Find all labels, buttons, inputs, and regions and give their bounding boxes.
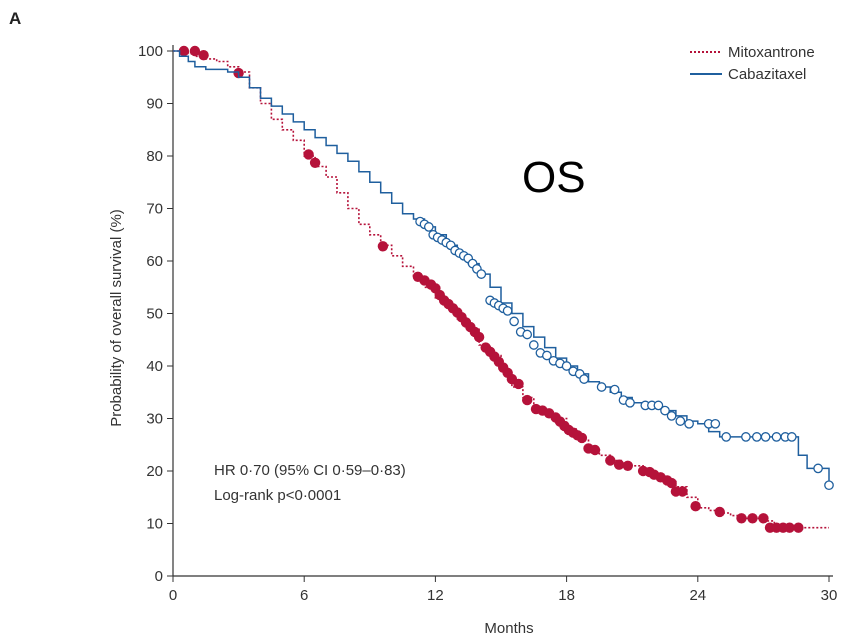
censor-mark-cabazitaxel [579,374,589,384]
legend-label-cabazitaxel: Cabazitaxel [728,66,806,83]
censor-mark-cabazitaxel [666,411,677,421]
censor-mark-mitoxantrone [178,45,190,57]
y-tick-label: 60 [146,253,163,270]
censor-mark-cabazitaxel [542,350,552,361]
censor-mark-mitoxantrone [622,460,633,471]
axes: 0 10 20 30 40 50 60 70 80 90 100 0 6 12 18 24 30 [138,43,837,604]
hazard-ratio-text: HR 0·70 (95% CI 0·59–0·83) [214,462,406,479]
censor-mark-cabazitaxel [625,397,635,408]
y-tick-label: 30 [146,411,163,428]
censor-mark-mitoxantrone [198,50,209,61]
censor-mark-cabazitaxel [824,480,834,491]
censor-mark-cabazitaxel [751,432,762,442]
statistics-annotation: HR 0·70 (95% CI 0·59–0·83) Log-rank p<0·… [214,462,406,504]
censor-mark-mitoxantrone [784,522,795,533]
series-layer [173,45,834,533]
censor-mark-mitoxantrone [677,486,688,497]
censor-mark-cabazitaxel [760,432,771,442]
censor-mark-cabazitaxel [528,340,539,350]
censor-mark-mitoxantrone [522,394,533,406]
y-tick-label: 90 [146,96,163,113]
os-annotation: OS [522,153,586,202]
log-rank-text: Log-rank p<0·0001 [214,487,341,504]
censor-mark-mitoxantrone [189,45,201,57]
censor-mark-mitoxantrone [589,444,601,456]
censor-mark-mitoxantrone [793,522,804,533]
y-tick-label: 80 [146,148,163,165]
censor-mark-cabazitaxel [653,400,664,411]
censor-mark-mitoxantrone [309,157,321,168]
censor-mark-mitoxantrone [758,513,769,524]
series-line-cabazitaxel [173,50,830,486]
censor-mark-mitoxantrone [747,513,758,524]
censor-mark-mitoxantrone [303,149,314,160]
censor-mark-cabazitaxel [813,463,823,474]
censor-mark-cabazitaxel [423,222,434,232]
y-tick-label: 70 [146,201,163,218]
censor-mark-cabazitaxel [771,432,782,442]
censor-mark-cabazitaxel [609,384,620,395]
censor-mark-cabazitaxel [684,418,694,429]
censor-mark-cabazitaxel [741,432,751,442]
censor-mark-mitoxantrone [613,459,625,470]
y-tick-label: 10 [146,516,163,533]
y-tick-label: 50 [146,306,163,323]
x-tick-label: 24 [689,587,706,604]
censor-mark-mitoxantrone [576,432,588,444]
series-line-mitoxantrone [173,50,829,529]
x-tick-label: 6 [300,587,308,604]
x-axis-title: Months [484,620,533,637]
legend: Mitoxantrone Cabazitaxel [690,44,815,83]
y-tick-label: 100 [138,43,163,60]
censor-mark-mitoxantrone [377,241,389,252]
censor-mark-cabazitaxel [502,306,513,316]
y-tick-label: 20 [146,463,163,480]
censor-mark-cabazitaxel [675,416,686,426]
x-tick-label: 12 [427,587,444,604]
y-tick-label: 40 [146,358,163,375]
x-tick-label: 0 [169,587,177,604]
censor-mark-cabazitaxel [596,382,607,392]
censor-mark-cabazitaxel [476,269,487,279]
censor-mark-mitoxantrone [714,506,725,518]
censor-mark-cabazitaxel [522,329,533,340]
censor-mark-mitoxantrone [666,477,677,489]
censor-mark-cabazitaxel [561,361,572,371]
censor-mark-cabazitaxel [710,418,721,429]
censor-mark-mitoxantrone [473,331,485,343]
censor-mark-mitoxantrone [605,455,616,466]
legend-label-mitoxantrone: Mitoxantrone [728,44,815,61]
censor-mark-cabazitaxel [786,432,797,442]
censor-mark-mitoxantrone [736,513,747,524]
censor-mark-mitoxantrone [513,378,524,390]
censor-mark-cabazitaxel [660,405,670,416]
x-tick-label: 30 [821,587,838,604]
y-tick-label: 0 [155,568,163,585]
y-axis-title: Probability of overall survival (%) [108,209,125,427]
censor-mark-mitoxantrone [690,501,701,512]
censor-mark-cabazitaxel [721,432,732,442]
censor-mark-cabazitaxel [509,316,519,327]
x-tick-label: 18 [558,587,575,604]
panel-label: A [9,9,21,28]
